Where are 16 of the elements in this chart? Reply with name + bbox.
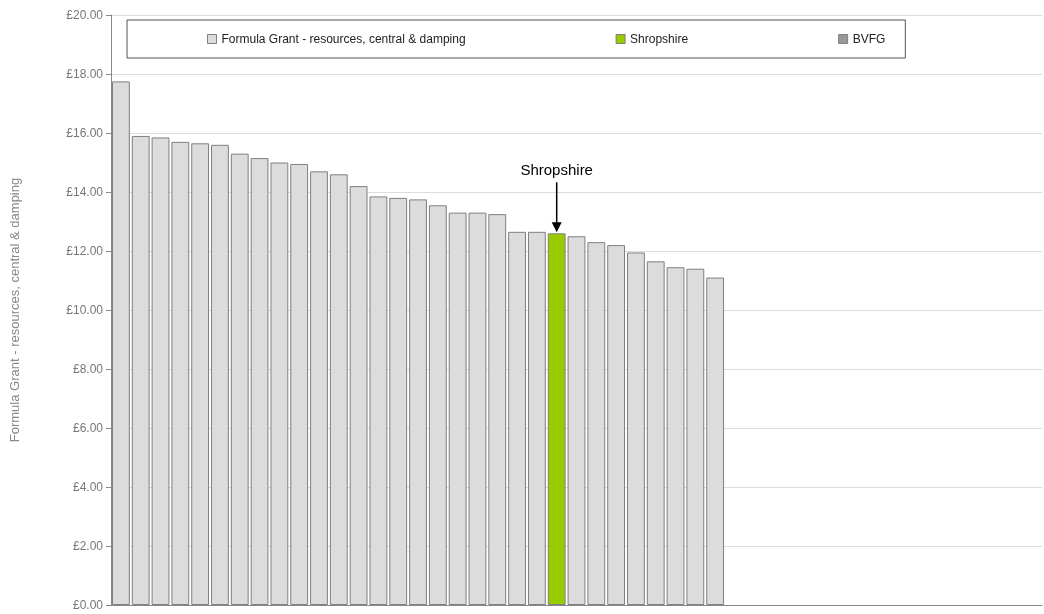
- y-tick-label: £20.00: [66, 8, 104, 22]
- y-tick-label: £6.00: [72, 421, 104, 435]
- y-tick-label: £14.00: [66, 185, 104, 199]
- y-tick-label: £8.00: [72, 362, 104, 376]
- y-tick-label: £0.00: [72, 598, 104, 612]
- y-tick-label: £4.00: [72, 480, 104, 494]
- legend-label: BVFG: [852, 32, 886, 46]
- y-tick-label: £10.00: [66, 303, 104, 317]
- y-tick-label: £2.00: [72, 539, 104, 553]
- y-axis-title: Formula Grant - resources, central & damping: [7, 177, 22, 443]
- legend-label: Formula Grant - resources, central & damping: [221, 32, 466, 46]
- y-tick-label: £12.00: [66, 244, 104, 258]
- annotation: Shropshire: [520, 161, 593, 179]
- y-tick-label: £18.00: [66, 67, 104, 81]
- y-tick-label: £16.00: [66, 126, 104, 140]
- legend-label: Shropshire: [630, 32, 689, 46]
